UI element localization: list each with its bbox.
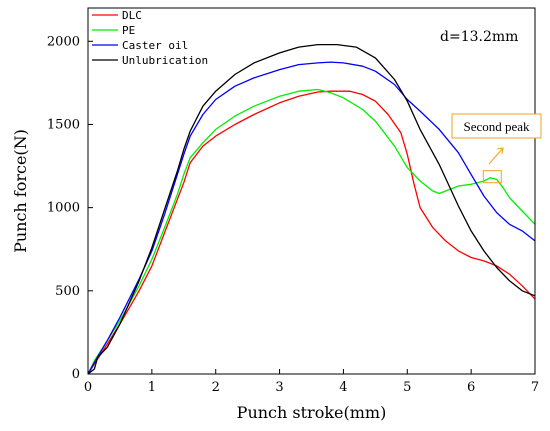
second-peak-box [451, 113, 542, 139]
y-axis-label: Punch force(N) [11, 129, 30, 253]
x-tick-label: 2 [212, 380, 220, 395]
series-line-pe [87, 88, 536, 375]
legend-entry: DLC [122, 9, 142, 22]
second-peak-label: Second peak [463, 119, 530, 134]
x-tick-label: 5 [403, 380, 411, 395]
x-tick-label: 0 [84, 380, 92, 395]
legend-entry: PE [122, 24, 135, 37]
y-tick-label: 2000 [47, 34, 80, 49]
second-peak-marker [482, 170, 502, 184]
x-tick-label: 7 [531, 380, 539, 395]
second-peak-arrow [488, 147, 504, 165]
y-tick-label: 1000 [47, 201, 80, 216]
plot-frame [87, 7, 536, 375]
axes: 0 1 2 3 4 5 6 7 0 500 1000 1500 2000 [47, 34, 539, 395]
legend: DLC PE Caster oil Unlubrication [92, 9, 208, 67]
y-tick-label: 500 [55, 284, 80, 299]
y-tick-label: 1500 [47, 117, 80, 132]
x-axis-label: Punch stroke(mm) [237, 403, 387, 422]
series-line-caster-oil [87, 61, 536, 375]
x-tick-label: 1 [148, 380, 156, 395]
series-line-unlubrication [87, 43, 536, 375]
x-tick-label: 3 [275, 380, 283, 395]
x-tick-label: 6 [467, 380, 475, 395]
second-peak-arrowhead [496, 147, 504, 155]
second-peak-annotation: Second peak [451, 113, 542, 184]
x-tick-label: 4 [339, 380, 347, 395]
plot-area [87, 43, 536, 375]
y-tick-label: 0 [72, 367, 80, 382]
legend-entry: Unlubrication [122, 54, 208, 67]
diameter-annotation: d=13.2mm [440, 29, 518, 45]
legend-entry: Caster oil [122, 39, 188, 52]
